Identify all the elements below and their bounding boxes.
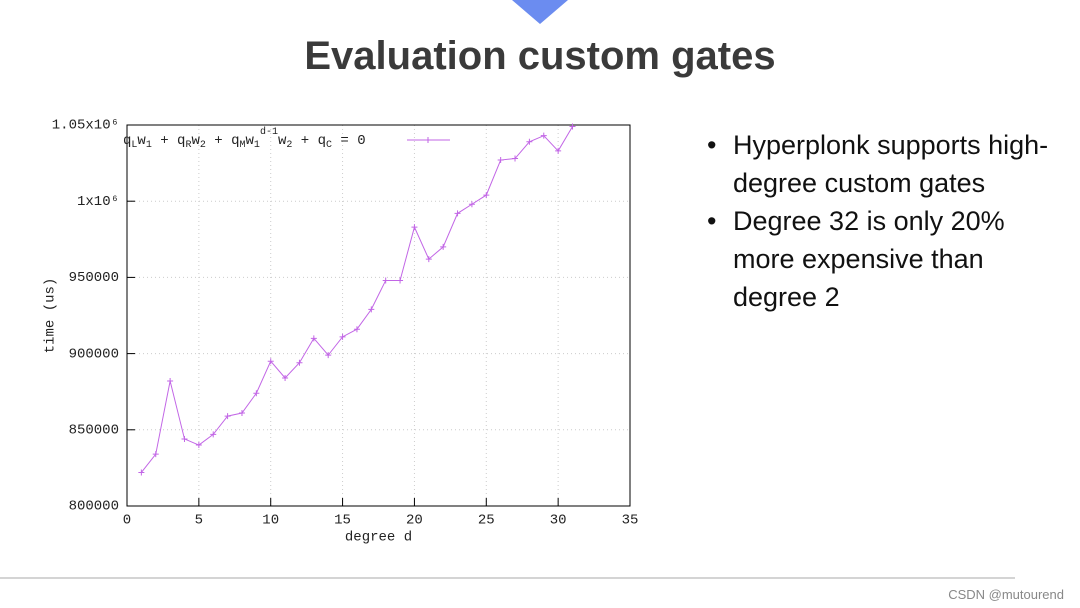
point-marker	[152, 451, 159, 458]
point-marker	[167, 378, 174, 385]
point-marker	[296, 359, 303, 366]
y-tick-label: 850000	[69, 423, 119, 439]
point-marker	[483, 192, 490, 199]
point-marker	[267, 358, 274, 365]
x-axis-label: degree d	[345, 530, 412, 546]
point-marker	[238, 410, 245, 417]
point-marker	[339, 333, 346, 340]
point-marker	[454, 210, 461, 217]
y-tick-label: 1x10⁶	[77, 194, 119, 210]
x-tick-label: 10	[262, 513, 279, 529]
slide-title: Evaluation custom gates	[304, 34, 776, 78]
point-marker	[253, 390, 260, 397]
point-marker	[540, 132, 547, 139]
bullet: Degree 32 is only 20% more expensive tha…	[707, 202, 1063, 316]
y-tick-label: 800000	[69, 499, 119, 515]
point-marker	[555, 147, 562, 154]
point-marker	[195, 442, 202, 449]
watermark: CSDN @mutourend	[948, 587, 1064, 602]
point-marker	[310, 335, 317, 342]
point-marker	[325, 352, 332, 359]
x-tick-label: 20	[406, 513, 423, 529]
point-marker	[210, 431, 217, 438]
plot-frame	[126, 124, 631, 507]
point-marker	[497, 157, 504, 164]
x-tick-label: 30	[550, 513, 567, 529]
x-tick-label: 25	[478, 513, 495, 529]
point-marker	[181, 435, 188, 442]
y-tick-label: 900000	[69, 346, 119, 362]
point-marker	[411, 224, 418, 231]
point-marker	[512, 155, 519, 162]
point-marker	[569, 123, 576, 130]
legend-marker	[425, 137, 431, 143]
y-axis-label: time (us)	[43, 278, 59, 354]
point-marker	[397, 277, 404, 284]
point-marker	[368, 306, 375, 313]
bullet-list: Hyperplonk supports high-degree custom g…	[705, 126, 1063, 316]
legend-label: qLw1 + qRw2 + qMw1d-1w2 + qC = 0	[123, 126, 366, 151]
point-marker	[526, 138, 533, 145]
y-tick-label: 1.05x10⁶	[52, 118, 119, 134]
point-marker	[440, 243, 447, 250]
point-marker	[382, 277, 389, 284]
point-marker	[468, 201, 475, 208]
point-marker	[425, 256, 432, 263]
series-line	[140, 126, 573, 473]
x-tick-label: 35	[622, 513, 639, 529]
bullet: Hyperplonk supports high-degree custom g…	[707, 126, 1063, 202]
top-marker	[512, 0, 568, 24]
point-marker	[353, 326, 360, 333]
x-tick-label: 15	[334, 513, 351, 529]
point-marker	[282, 374, 289, 381]
y-tick-label: 950000	[69, 270, 119, 286]
point-marker	[224, 413, 231, 420]
x-tick-label: 0	[123, 513, 131, 529]
x-tick-label: 5	[195, 513, 203, 529]
point-marker	[138, 469, 145, 476]
